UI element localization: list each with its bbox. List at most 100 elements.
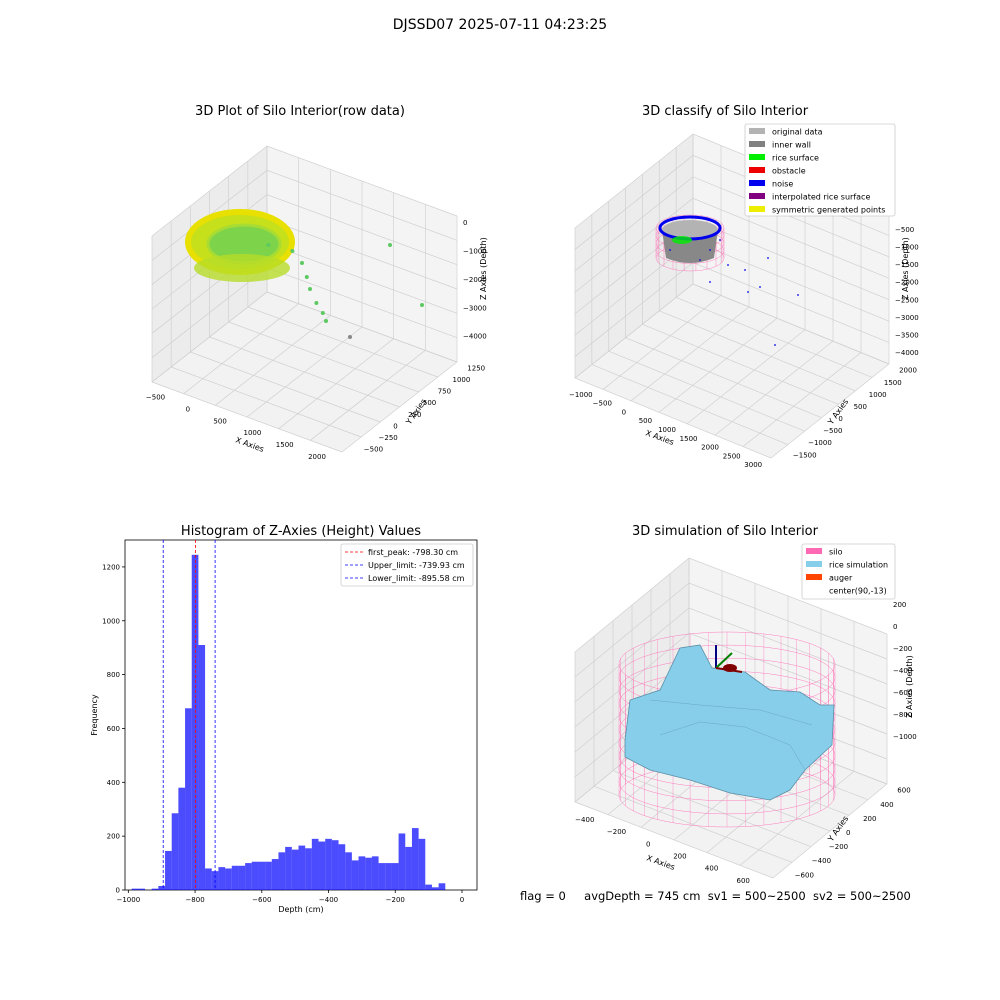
p2-y-tick-label: 2000: [899, 367, 917, 375]
p1-y-tick-label: 250: [408, 411, 421, 419]
p3-hist-bar: [351, 860, 359, 890]
p1-outlier-point: [266, 243, 271, 247]
figure-suptitle: DJSSD07 2025-07-11 04:23:25: [392, 17, 608, 33]
p3-hist-bar: [358, 856, 366, 890]
p4-legend-label: rice simulation: [829, 561, 888, 570]
p2-z-tick-label: −2000: [895, 279, 919, 287]
p3-hist-bar: [418, 838, 426, 890]
p1-x-tick-label: 500: [213, 417, 226, 425]
p4-legend-swatch: [806, 574, 822, 580]
p1-z-tick-label: −1000: [463, 247, 487, 255]
p1-outlier-point: [420, 303, 424, 307]
p3-hist-bar: [371, 856, 379, 890]
p1-y-tick-label: 500: [423, 399, 436, 407]
p3-xtick-label: 0: [460, 896, 464, 904]
p1-y-tick-label: 1250: [467, 365, 485, 373]
p4-y-tick-label: −400: [812, 857, 831, 865]
p2-x-tick-label: 2000: [701, 444, 719, 452]
p4-y-tick-label: −200: [829, 843, 848, 851]
p4-z-tick-label: −600: [893, 689, 912, 697]
p3-xtick-label: −200: [386, 896, 405, 904]
p2-grid-y-floor: [676, 297, 873, 378]
p3-hist-bar: [271, 859, 279, 890]
p1-z-tick-label: −4000: [463, 333, 487, 341]
p3-hist-bar: [238, 865, 246, 890]
p4-y-tick-label: 0: [846, 829, 850, 837]
p3-hist-bar: [151, 888, 159, 890]
p3-xtick-label: −800: [185, 896, 204, 904]
p2-x-tick-label: 3000: [744, 461, 762, 469]
p1-y-tick-label: 750: [438, 388, 451, 396]
p4-x-tick-label: 400: [705, 865, 718, 873]
p2-z-tick-label: −1000: [895, 244, 919, 252]
p1-outlier-point: [388, 243, 392, 247]
p1-outlier-point: [324, 319, 328, 323]
p3-hist-bar: [158, 885, 166, 890]
p2-grid-y-floor: [574, 377, 772, 459]
panel4-3d-simulation: −400 −200 0 200 400 600 −600 −400 −200 0 200 400 600…: [574, 543, 917, 885]
p3-hist-bar: [298, 845, 306, 890]
p4-legend-swatch: [806, 548, 822, 554]
p2-noise-point: [709, 249, 711, 251]
p2-rice-surface: [672, 236, 692, 244]
p3-xlabel: Depth (cm): [278, 905, 323, 914]
p2-left-pane: [575, 134, 693, 378]
p3-ytick-label: 400: [107, 779, 120, 787]
p3-hist-bar: [205, 868, 212, 890]
p1-outlier-point: [348, 335, 352, 339]
panel3-title: Histogram of Z-Axies (Height) Values: [180, 524, 422, 539]
p1-y-tick-label: 1000: [453, 376, 471, 384]
p4-x-tick-label: −400: [575, 816, 594, 824]
p2-x-tick-label: −500: [593, 400, 612, 408]
p2-grid-y-floor: [659, 310, 856, 392]
p2-y-tick-label: 500: [854, 403, 867, 411]
p2-legend-swatch: [749, 141, 765, 147]
p4-x-tick-label: −200: [607, 828, 626, 836]
p1-x-tick-label: 2000: [308, 453, 326, 461]
p2-y-tick-label: 0: [838, 415, 842, 423]
p2-legend-swatch: [749, 180, 765, 186]
p1-z-tick-label: −2000: [463, 276, 487, 284]
p4-rice-mesh: [649, 699, 813, 771]
p1-x-tick-label: 1500: [276, 441, 294, 449]
p1-zlabel: Z Axies (Depth): [479, 237, 488, 300]
p2-noise-point: [747, 291, 749, 293]
p4-x-tick-label: 0: [646, 840, 650, 848]
p3-hist-bar: [198, 645, 206, 890]
p4-rice-surface: [624, 644, 835, 801]
p2-z-tick-label: −2500: [895, 296, 919, 304]
p3-hist-bar: [251, 861, 259, 890]
p2-z-tick-label: −4000: [895, 349, 919, 357]
p3-hist-bar: [231, 865, 239, 890]
p3-hist-bar: [305, 848, 312, 890]
p2-x-tick-label: 2500: [723, 452, 741, 460]
p4-z-tick-label: −200: [893, 645, 912, 653]
p3-hist-bar: [258, 861, 266, 890]
p4-grid-z: [574, 557, 888, 653]
p2-y-tick-label: 1500: [884, 379, 902, 387]
p2-grid-y-floor: [642, 323, 839, 405]
p3-hist-bar: [398, 833, 406, 890]
p1-outlier-point: [290, 249, 295, 253]
p1-outlier-point: [300, 261, 304, 265]
p3-hist-bar: [331, 840, 339, 890]
p2-grid-y-floor: [591, 364, 788, 445]
p4-axis-x-arrow: [715, 667, 743, 673]
p3-ytick-label: 600: [107, 725, 120, 733]
p3-hist-bar: [225, 868, 232, 890]
p3-hist-bar: [318, 841, 326, 890]
p2-legend-label: inner wall: [772, 141, 811, 150]
p1-z-tick-label: 0: [463, 219, 467, 227]
p4-zlabel: Z Axies (Depth): [905, 655, 914, 718]
p2-z-tick-label: −3000: [895, 314, 919, 322]
p3-xtick-label: −600: [252, 896, 271, 904]
p4-z-tick-label: 200: [893, 601, 906, 609]
p1-z-tick-label: −3000: [463, 304, 487, 312]
p2-x-tick-label: −1000: [569, 391, 593, 399]
p3-hist-bar: [431, 887, 439, 890]
p1-outlier-point: [304, 275, 309, 279]
p3-hist-bar: [378, 863, 386, 890]
p3-hist-bar: [345, 852, 352, 890]
p4-legend-label: auger: [829, 574, 853, 583]
p2-legend-swatch: [749, 154, 765, 160]
